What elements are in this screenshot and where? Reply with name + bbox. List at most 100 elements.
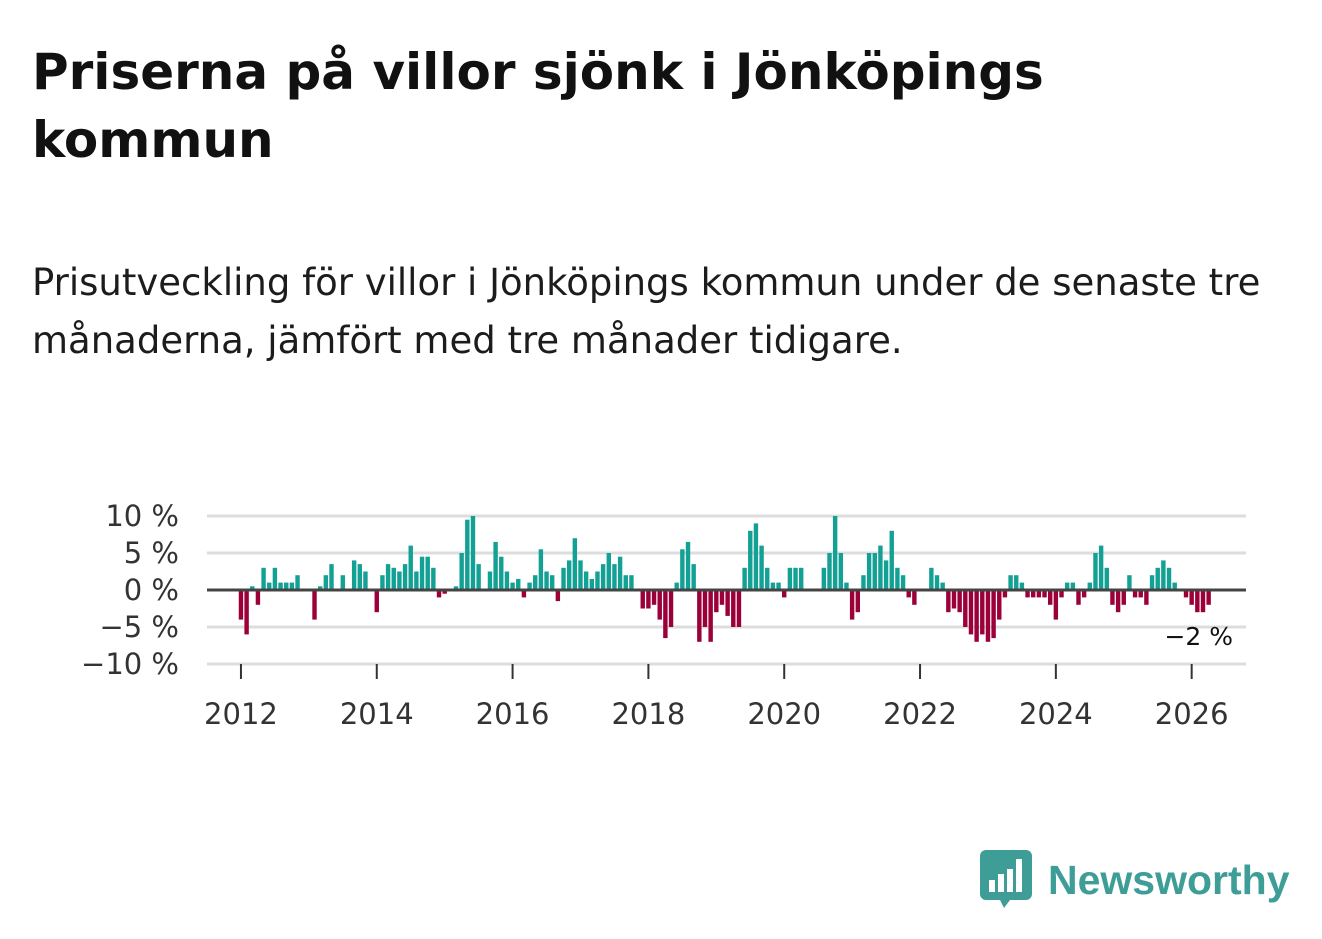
x-tick-label: 2014 (340, 697, 414, 731)
bar (572, 538, 578, 590)
bar (476, 564, 481, 590)
bar (1144, 590, 1149, 605)
bar (1064, 582, 1070, 590)
bar (544, 571, 549, 590)
bar (685, 541, 691, 590)
bar (742, 567, 747, 590)
bar (985, 590, 991, 642)
logo-text: Newsworthy (1048, 857, 1290, 903)
bar (499, 556, 504, 590)
bar (1189, 590, 1194, 605)
axis-layer (207, 588, 1246, 679)
bar (380, 575, 385, 590)
bar (295, 575, 300, 590)
bar (312, 590, 317, 620)
bar (351, 560, 357, 590)
x-tick-label: 2024 (1019, 697, 1093, 731)
bar (323, 575, 329, 590)
bar (465, 519, 470, 590)
bar (748, 530, 753, 590)
bar (1025, 590, 1030, 598)
bar (374, 590, 379, 613)
bar (385, 564, 391, 590)
bar (442, 590, 447, 594)
bar (1127, 575, 1132, 590)
bar (255, 590, 261, 605)
bar (1047, 590, 1053, 605)
bar (250, 586, 255, 590)
bar (719, 590, 725, 605)
bar (1149, 575, 1155, 590)
bar (934, 575, 940, 590)
bar (402, 564, 408, 590)
bar (906, 590, 911, 598)
bar (1002, 590, 1008, 598)
bar-chart-icon (980, 850, 1032, 908)
bar (1070, 582, 1076, 590)
bar (957, 590, 962, 613)
bar (340, 575, 346, 590)
bar (1183, 590, 1189, 598)
bar (408, 545, 413, 590)
x-tick-label: 2016 (476, 697, 550, 731)
bar (1036, 590, 1042, 598)
bar (244, 590, 249, 635)
bar (866, 553, 872, 590)
bar (583, 571, 589, 590)
newsworthy-logo: Newsworthy (980, 850, 1290, 910)
y-tick-label: −10 % (81, 647, 179, 681)
bar (708, 590, 713, 642)
bar (691, 564, 696, 590)
bar (793, 567, 798, 590)
label-layer: 10 %5 %0 %−5 %−10 % 2012 2014 2016 2018 2020 2… (81, 499, 1233, 731)
grid-layer (207, 514, 1246, 666)
bar (849, 590, 855, 620)
bar (391, 567, 396, 590)
bar (470, 516, 476, 590)
bar (453, 586, 459, 590)
bar (980, 590, 985, 635)
bar (272, 567, 278, 590)
bar (895, 567, 900, 590)
bar (555, 590, 561, 602)
x-tick-label: 2022 (883, 697, 957, 731)
bar (329, 564, 334, 590)
bar (1132, 590, 1138, 598)
bar (419, 556, 425, 590)
bar (844, 582, 849, 590)
bar (414, 571, 419, 590)
bar (617, 556, 623, 590)
bar (1081, 590, 1087, 598)
y-tick-label: 0 % (124, 573, 179, 607)
chart-subtitle: Prisutveckling för villor i Jönköpings k… (32, 261, 1261, 362)
bar (878, 545, 883, 590)
x-tick-label: 2012 (204, 697, 278, 731)
bar (663, 590, 668, 639)
last-value-label: −2 % (1164, 622, 1233, 651)
bar (363, 571, 368, 590)
y-tick-label: 5 % (124, 536, 179, 570)
bar (1161, 560, 1166, 590)
bar (991, 590, 996, 639)
bar (883, 560, 889, 590)
bar (725, 590, 730, 616)
bar (566, 560, 572, 590)
bar (289, 582, 295, 590)
bar (606, 553, 611, 590)
bar (697, 590, 702, 642)
bar (425, 556, 430, 590)
bar (974, 590, 979, 642)
bar (1031, 590, 1036, 598)
bar-chart: 10 %5 %0 %−5 %−10 % 2012 2014 2016 2018 2020 2… (81, 499, 1246, 731)
bar (1172, 582, 1177, 590)
x-tick-label: 2020 (747, 697, 821, 731)
bar (1115, 590, 1121, 613)
bar (261, 567, 266, 590)
bar (1053, 590, 1059, 620)
bar (493, 541, 498, 590)
bar (1019, 582, 1025, 590)
bar (702, 590, 708, 627)
bar (1042, 590, 1047, 598)
bar (1098, 545, 1104, 590)
bar (600, 564, 606, 590)
